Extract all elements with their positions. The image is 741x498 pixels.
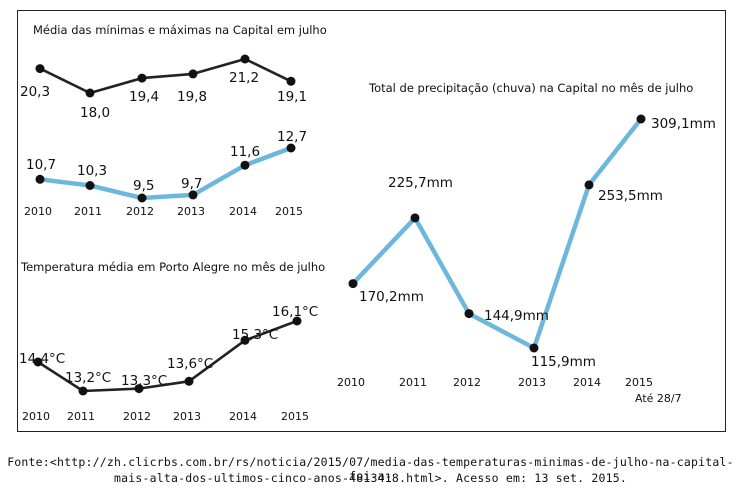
chart-1-data-label: 19,8: [177, 89, 207, 105]
chart-1-title: Média das mínimas e máximas na Capital e…: [33, 23, 327, 37]
chart-3-year-label: 2014: [573, 376, 601, 389]
chart-1-series-2-point: [188, 190, 198, 200]
chart-1-data-label: 19,1: [277, 89, 307, 105]
chart-3-data-label: 115,9mm: [531, 354, 596, 370]
chart-3-year-label: 2012: [453, 376, 481, 389]
chart-2-series-1-point: [292, 316, 302, 326]
chart-2-series-1-line: [36, 319, 299, 393]
chart-3-year-label: 2015: [625, 376, 653, 389]
chart-1-series-2-point: [85, 181, 95, 190]
chart-1-data-label: 12,7: [277, 129, 307, 145]
chart-3-series-1-point: [529, 343, 539, 353]
chart-1-series-2-point: [240, 160, 250, 170]
chart-2-year-label: 2012: [123, 410, 151, 423]
chart-3-series-1-point: [464, 309, 474, 319]
chart-1-series-2-point: [286, 143, 296, 153]
chart-2-data-label: 13,3°C: [121, 373, 167, 389]
chart-1-year-label: 2012: [126, 205, 154, 218]
chart-2-series-1-point: [134, 384, 144, 394]
chart-1-series-1-point: [286, 76, 296, 86]
chart-1-year-label: 2013: [177, 205, 205, 218]
chart-3-category-note: Até 28/7: [635, 392, 682, 405]
chart-1-data-label: 10,3: [77, 163, 107, 179]
chart-3-series-1-point: [348, 279, 358, 289]
chart-1-data-label: 9,5: [133, 178, 154, 194]
chart-1-data-label: 19,4: [129, 89, 159, 105]
chart-1-data-label: 18,0: [80, 105, 110, 121]
chart-1-data-label: 9,7: [181, 176, 202, 192]
chart-3-series-1-line: [350, 116, 644, 351]
chart-1-year-label: 2011: [74, 205, 102, 218]
chart-1-series-2-point: [137, 193, 147, 203]
chart-2-year-label: 2011: [67, 410, 95, 423]
chart-3-data-label: 253,5mm: [598, 188, 663, 204]
chart-1-data-label: 10,7: [26, 157, 56, 173]
chart-2-data-label: 14,4°C: [19, 351, 65, 367]
chart-2-data-label: 13,2°C: [65, 370, 111, 386]
chart-1-data-label: 11,6: [230, 144, 260, 160]
chart-3-data-label: 144,9mm: [484, 308, 549, 324]
chart-2-series-1-point: [240, 335, 250, 345]
chart-1-series-1-point: [35, 64, 45, 74]
chart-1-year-label: 2014: [229, 205, 257, 218]
chart-2-series-1-point: [78, 386, 88, 396]
chart-1-series-1-line: [38, 57, 293, 95]
chart-3-year-label: 2011: [399, 376, 427, 389]
chart-2-year-label: 2013: [173, 410, 201, 423]
chart-2-year-label: 2014: [229, 410, 257, 423]
chart-2-series-1-point: [33, 357, 43, 367]
chart-3-data-label: 225,7mm: [388, 175, 453, 191]
chart-3-data-label: 309,1mm: [651, 116, 716, 132]
chart-3-data-label: 170,2mm: [359, 289, 424, 305]
chart-3-year-label: 2013: [518, 376, 546, 389]
chart-3-series-1-point: [410, 213, 420, 223]
chart-1-data-label: 20,3: [20, 84, 50, 100]
chart-2-title: Temperatura média em Porto Alegre no mês…: [20, 260, 325, 274]
chart-1-year-label: 2010: [24, 205, 52, 218]
chart-1-series-2-point: [35, 174, 45, 184]
chart-2-data-label: 13,6°C: [167, 356, 213, 372]
chart-1-data-label: 21,2: [229, 70, 259, 86]
source-line-2: mais-alta-dos-ultimos-cinco-anos-4813418…: [114, 471, 627, 485]
chart-1-year-label: 2015: [275, 205, 303, 218]
chart-2-data-label: 15,3°C: [232, 327, 278, 343]
chart-2-data-label: 16,1°C: [272, 304, 318, 320]
chart-3-title: Total de precipitação (chuva) na Capital…: [368, 81, 693, 95]
chart-1-series-1-point: [85, 88, 95, 98]
chart-1-series-2-line: [37, 145, 294, 201]
chart-3-series-1-point: [584, 180, 594, 190]
chart-2-year-label: 2010: [22, 410, 50, 423]
chart-3-year-label: 2010: [337, 376, 365, 389]
chart-1-series-1-point: [240, 54, 250, 64]
chart-1-series-1-point: [188, 69, 198, 79]
chart-2-year-label: 2015: [281, 410, 309, 423]
chart-2-series-1-point: [184, 376, 194, 386]
chart-3-series-1-point: [636, 114, 646, 124]
chart-1-series-1-point: [137, 73, 147, 83]
source-line-1: Fonte:<http://zh.clicrbs.com.br/rs/notic…: [7, 455, 734, 483]
